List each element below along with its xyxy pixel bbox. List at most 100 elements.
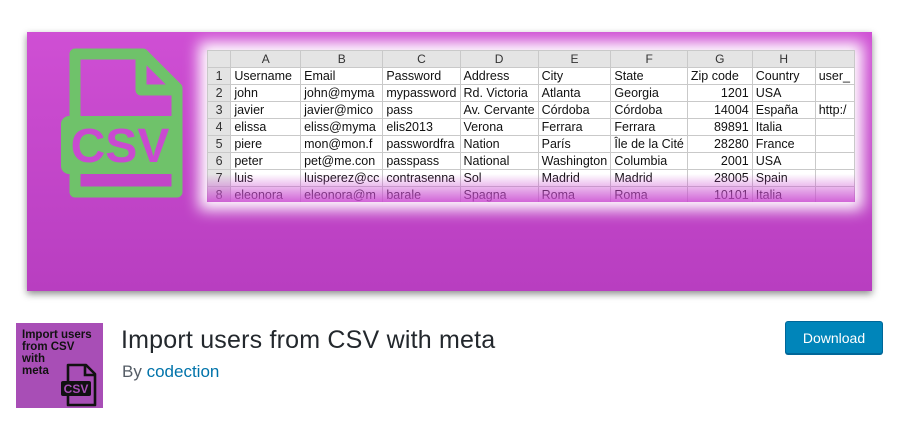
spreadsheet-column-header: E	[537, 50, 612, 68]
spreadsheet-cell	[814, 118, 855, 136]
spreadsheet-cell: contrasenna	[382, 169, 461, 187]
spreadsheet-cell	[814, 152, 855, 170]
spreadsheet-row-number: 2	[207, 84, 232, 102]
spreadsheet-column-header: H	[751, 50, 816, 68]
spreadsheet-cell: Île de la Cité	[610, 135, 688, 153]
spreadsheet-cell: USA	[751, 84, 816, 102]
spreadsheet-row: 8 eleonora eleonora@m barale Spagna Roma Roma 1…	[207, 186, 855, 202]
spreadsheet-cell: Spagna	[459, 186, 539, 202]
spreadsheet-row: 5 piere mon@mon.f passwordfra Nation París Île…	[207, 135, 855, 153]
spreadsheet-cell: mypassword	[382, 84, 461, 102]
spreadsheet-row: 7 luis luisperez@cc contrasenna Sol Madrid Mad…	[207, 169, 855, 187]
spreadsheet-row-number: 4	[207, 118, 232, 136]
spreadsheet-cell: Av. Cervante	[459, 101, 539, 119]
plugin-banner: CSV A B C D E F G H 1 Username Email Password Addres…	[27, 32, 872, 291]
plugin-title: Import users from CSV with meta	[121, 326, 496, 354]
spreadsheet-cell	[814, 169, 855, 187]
spreadsheet-cell: Atlanta	[537, 84, 612, 102]
spreadsheet-corner-cell	[207, 50, 232, 68]
spreadsheet-cell: Madrid	[537, 169, 612, 187]
spreadsheet-cell: 2001	[686, 152, 753, 170]
spreadsheet-row: 1 Username Email Password Address City State Zi…	[207, 67, 855, 85]
spreadsheet-cell: Country	[751, 67, 816, 85]
spreadsheet-cell: Verona	[459, 118, 539, 136]
spreadsheet-cell: 1201	[686, 84, 753, 102]
spreadsheet-row-number: 6	[207, 152, 232, 170]
spreadsheet-cell: john	[230, 84, 302, 102]
spreadsheet-cell: Roma	[537, 186, 612, 202]
spreadsheet-row-number: 1	[207, 67, 232, 85]
spreadsheet-column-header	[814, 50, 855, 68]
spreadsheet-cell: Email	[300, 67, 384, 85]
spreadsheet-cell: Sol	[459, 169, 539, 187]
spreadsheet-cell: Address	[459, 67, 539, 85]
spreadsheet-cell: luis	[230, 169, 302, 187]
spreadsheet-cell: Georgia	[610, 84, 688, 102]
spreadsheet-row-number: 7	[207, 169, 232, 187]
spreadsheet-table: A B C D E F G H 1 Username Email Password Address Cit…	[207, 50, 855, 202]
spreadsheet-cell: peter	[230, 152, 302, 170]
spreadsheet-cell: Italia	[751, 118, 816, 136]
csv-logo-text: CSV	[71, 120, 170, 173]
spreadsheet-cell: París	[537, 135, 612, 153]
download-button[interactable]: Download	[785, 321, 883, 354]
spreadsheet-cell: elissa	[230, 118, 302, 136]
spreadsheet-cell: 28005	[686, 169, 753, 187]
spreadsheet-cell: Córdoba	[537, 101, 612, 119]
spreadsheet-cell: España	[751, 101, 816, 119]
spreadsheet-cell: Ferrara	[537, 118, 612, 136]
spreadsheet-cell: 28280	[686, 135, 753, 153]
spreadsheet-cell: Italia	[751, 186, 816, 202]
spreadsheet-column-header: D	[459, 50, 539, 68]
spreadsheet-cell: State	[610, 67, 688, 85]
plugin-icon[interactable]: Import users from CSV with meta CSV	[16, 323, 103, 408]
spreadsheet-column-header: B	[300, 50, 384, 68]
spreadsheet-cell	[814, 135, 855, 153]
spreadsheet-cell: 10101	[686, 186, 753, 202]
spreadsheet-cell: piere	[230, 135, 302, 153]
spreadsheet-cell: Roma	[610, 186, 688, 202]
spreadsheet-preview: A B C D E F G H 1 Username Email Password Address Cit…	[207, 50, 855, 202]
spreadsheet-cell: eleonora@m	[300, 186, 384, 202]
csv-file-icon: CSV	[61, 48, 183, 198]
spreadsheet-cell: pet@me.con	[300, 152, 384, 170]
spreadsheet-cell: Ferrara	[610, 118, 688, 136]
spreadsheet-cell: 14004	[686, 101, 753, 119]
spreadsheet-cell: Spain	[751, 169, 816, 187]
spreadsheet-cell: elis2013	[382, 118, 461, 136]
spreadsheet-cell: user_	[814, 67, 855, 85]
spreadsheet-row-number: 8	[207, 186, 232, 202]
spreadsheet-cell: Washington	[537, 152, 612, 170]
spreadsheet-row: 2 john john@myma mypassword Rd. Victoria Atla…	[207, 84, 855, 102]
spreadsheet-cell: javier	[230, 101, 302, 119]
spreadsheet-cell	[814, 186, 855, 202]
plugin-icon-text: Import users from CSV with meta	[22, 329, 92, 377]
spreadsheet-cell: luisperez@cc	[300, 169, 384, 187]
spreadsheet-row: 4 elissa eliss@myma elis2013 Verona Ferrara Fe…	[207, 118, 855, 136]
spreadsheet-cell: passpass	[382, 152, 461, 170]
spreadsheet-column-header: A	[230, 50, 302, 68]
spreadsheet-column-header: C	[382, 50, 461, 68]
spreadsheet-row: 3 javier javier@mico pass Av. Cervante Córdob…	[207, 101, 855, 119]
spreadsheet-cell: Rd. Victoria	[459, 84, 539, 102]
spreadsheet-cell: Córdoba	[610, 101, 688, 119]
author-link[interactable]: codection	[146, 362, 220, 381]
spreadsheet-cell: France	[751, 135, 816, 153]
spreadsheet-cell: javier@mico	[300, 101, 384, 119]
spreadsheet-row: 6 peter pet@me.con passpass National Washingt…	[207, 152, 855, 170]
spreadsheet-cell: pass	[382, 101, 461, 119]
spreadsheet-cell: barale	[382, 186, 461, 202]
plugin-byline: By codection	[122, 362, 219, 382]
spreadsheet-cell: Nation	[459, 135, 539, 153]
spreadsheet-cell: USA	[751, 152, 816, 170]
spreadsheet-cell: Zip code	[686, 67, 753, 85]
spreadsheet-cell: 89891	[686, 118, 753, 136]
spreadsheet-cell: mon@mon.f	[300, 135, 384, 153]
spreadsheet-cell: eliss@myma	[300, 118, 384, 136]
spreadsheet-cell: passwordfra	[382, 135, 461, 153]
byline-prefix: By	[122, 362, 142, 381]
spreadsheet-cell: Password	[382, 67, 461, 85]
spreadsheet-column-header: F	[610, 50, 688, 68]
spreadsheet-cell: National	[459, 152, 539, 170]
